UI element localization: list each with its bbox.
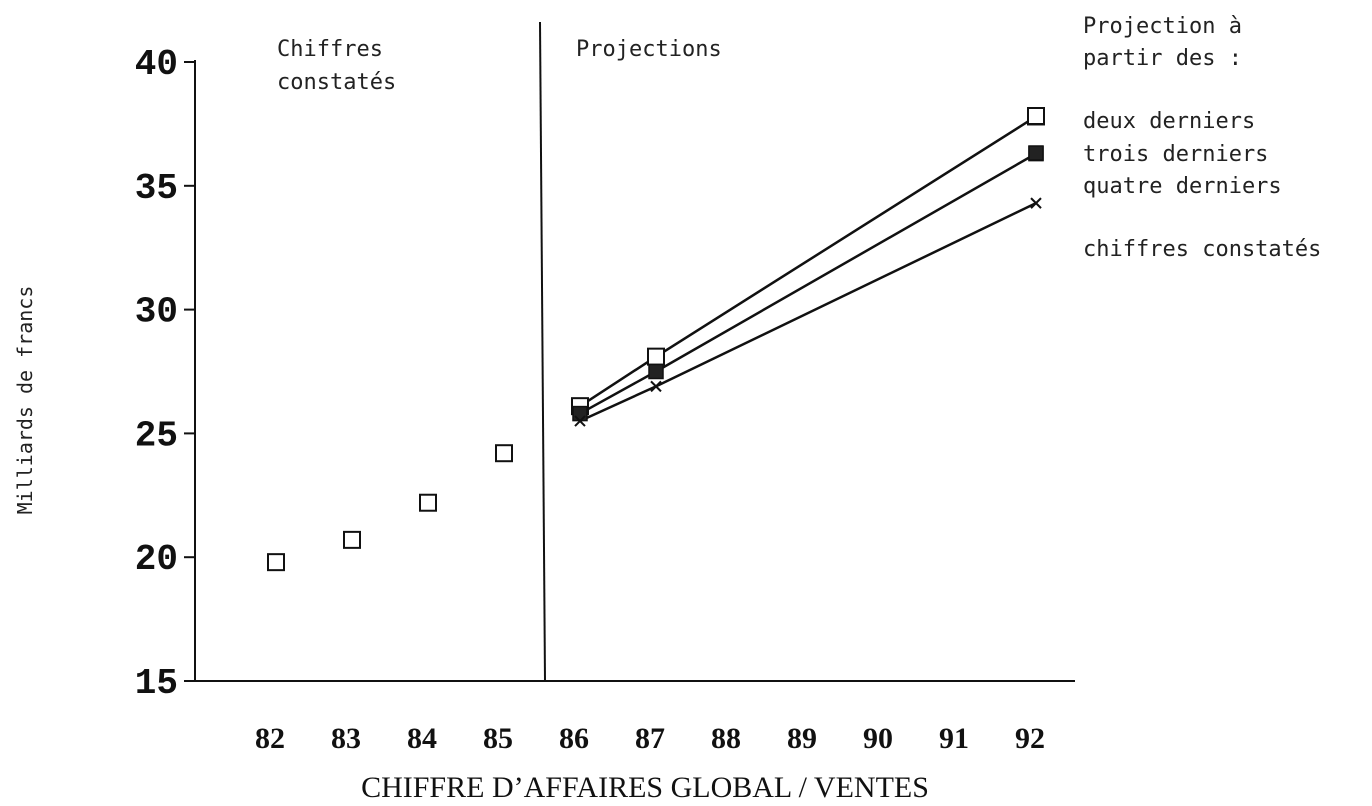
series-2-point-87 bbox=[650, 380, 662, 393]
legend-entry-trois-derniers: trois derniers bbox=[1083, 142, 1268, 167]
y-tick-label-25: 25 bbox=[135, 415, 178, 456]
x-axis-label: CHIFFRE D’AFFAIRES GLOBAL / VENTES bbox=[361, 771, 929, 804]
x-tick-label-88: 88 bbox=[711, 722, 741, 755]
x-tick-label-92: 92 bbox=[1015, 722, 1045, 755]
y-ticks: 40 35 30 25 20 15 bbox=[135, 44, 195, 704]
markers bbox=[267, 107, 1045, 572]
x-tick-label-83: 83 bbox=[331, 722, 361, 755]
legend-entry-quatre-derniers: quatre derniers bbox=[1083, 174, 1282, 199]
observed-point-83 bbox=[343, 530, 361, 549]
region-label-observed-line2: constatés bbox=[277, 70, 396, 95]
observed-point-85 bbox=[495, 444, 513, 463]
y-tick-label-30: 30 bbox=[135, 292, 178, 333]
legend-entry-chiffres-constates: chiffres constatés bbox=[1083, 237, 1321, 262]
series-1-point-86 bbox=[572, 405, 588, 422]
y-tick-label-20: 20 bbox=[135, 539, 178, 580]
legend: Projection à partir des : deux derniers … bbox=[1083, 14, 1321, 262]
region-label-observed-line1: Chiffres bbox=[277, 37, 383, 62]
series-1-point-87 bbox=[648, 363, 664, 380]
x-tick-label-86: 86 bbox=[559, 722, 589, 755]
legend-entry-deux-derniers: deux derniers bbox=[1083, 109, 1255, 134]
x-tick-label-85: 85 bbox=[483, 722, 513, 755]
observed-point-84 bbox=[419, 493, 437, 512]
legend-title-line1: Projection à bbox=[1083, 14, 1242, 39]
x-tick-label-84: 84 bbox=[407, 722, 437, 755]
x-ticks: 82 83 84 85 86 87 88 89 90 91 92 bbox=[255, 722, 1045, 755]
legend-marker-trois-derniers bbox=[1028, 145, 1044, 161]
y-axis-label: Milliards de francs bbox=[13, 286, 37, 515]
series-2-point-92 bbox=[1030, 197, 1042, 209]
legend-title-line2: partir des : bbox=[1083, 46, 1242, 71]
observed-point-82 bbox=[267, 553, 285, 572]
x-tick-label-89: 89 bbox=[787, 722, 817, 755]
series-2-point-86 bbox=[574, 415, 586, 427]
region-label-projected: Projections bbox=[576, 37, 722, 62]
x-tick-label-82: 82 bbox=[255, 722, 285, 755]
y-tick-label-15: 15 bbox=[135, 663, 178, 704]
x-tick-label-91: 91 bbox=[939, 722, 969, 755]
series-line-2 bbox=[579, 202, 1037, 423]
legend-marker-deux-derniers bbox=[1027, 107, 1045, 125]
x-tick-label-87: 87 bbox=[635, 722, 665, 755]
y-tick-label-35: 35 bbox=[135, 168, 178, 209]
projection-divider bbox=[539, 21, 546, 682]
x-tick-label-90: 90 bbox=[863, 722, 893, 755]
series-0-point-87 bbox=[647, 347, 665, 366]
y-tick-label-40: 40 bbox=[135, 44, 178, 85]
